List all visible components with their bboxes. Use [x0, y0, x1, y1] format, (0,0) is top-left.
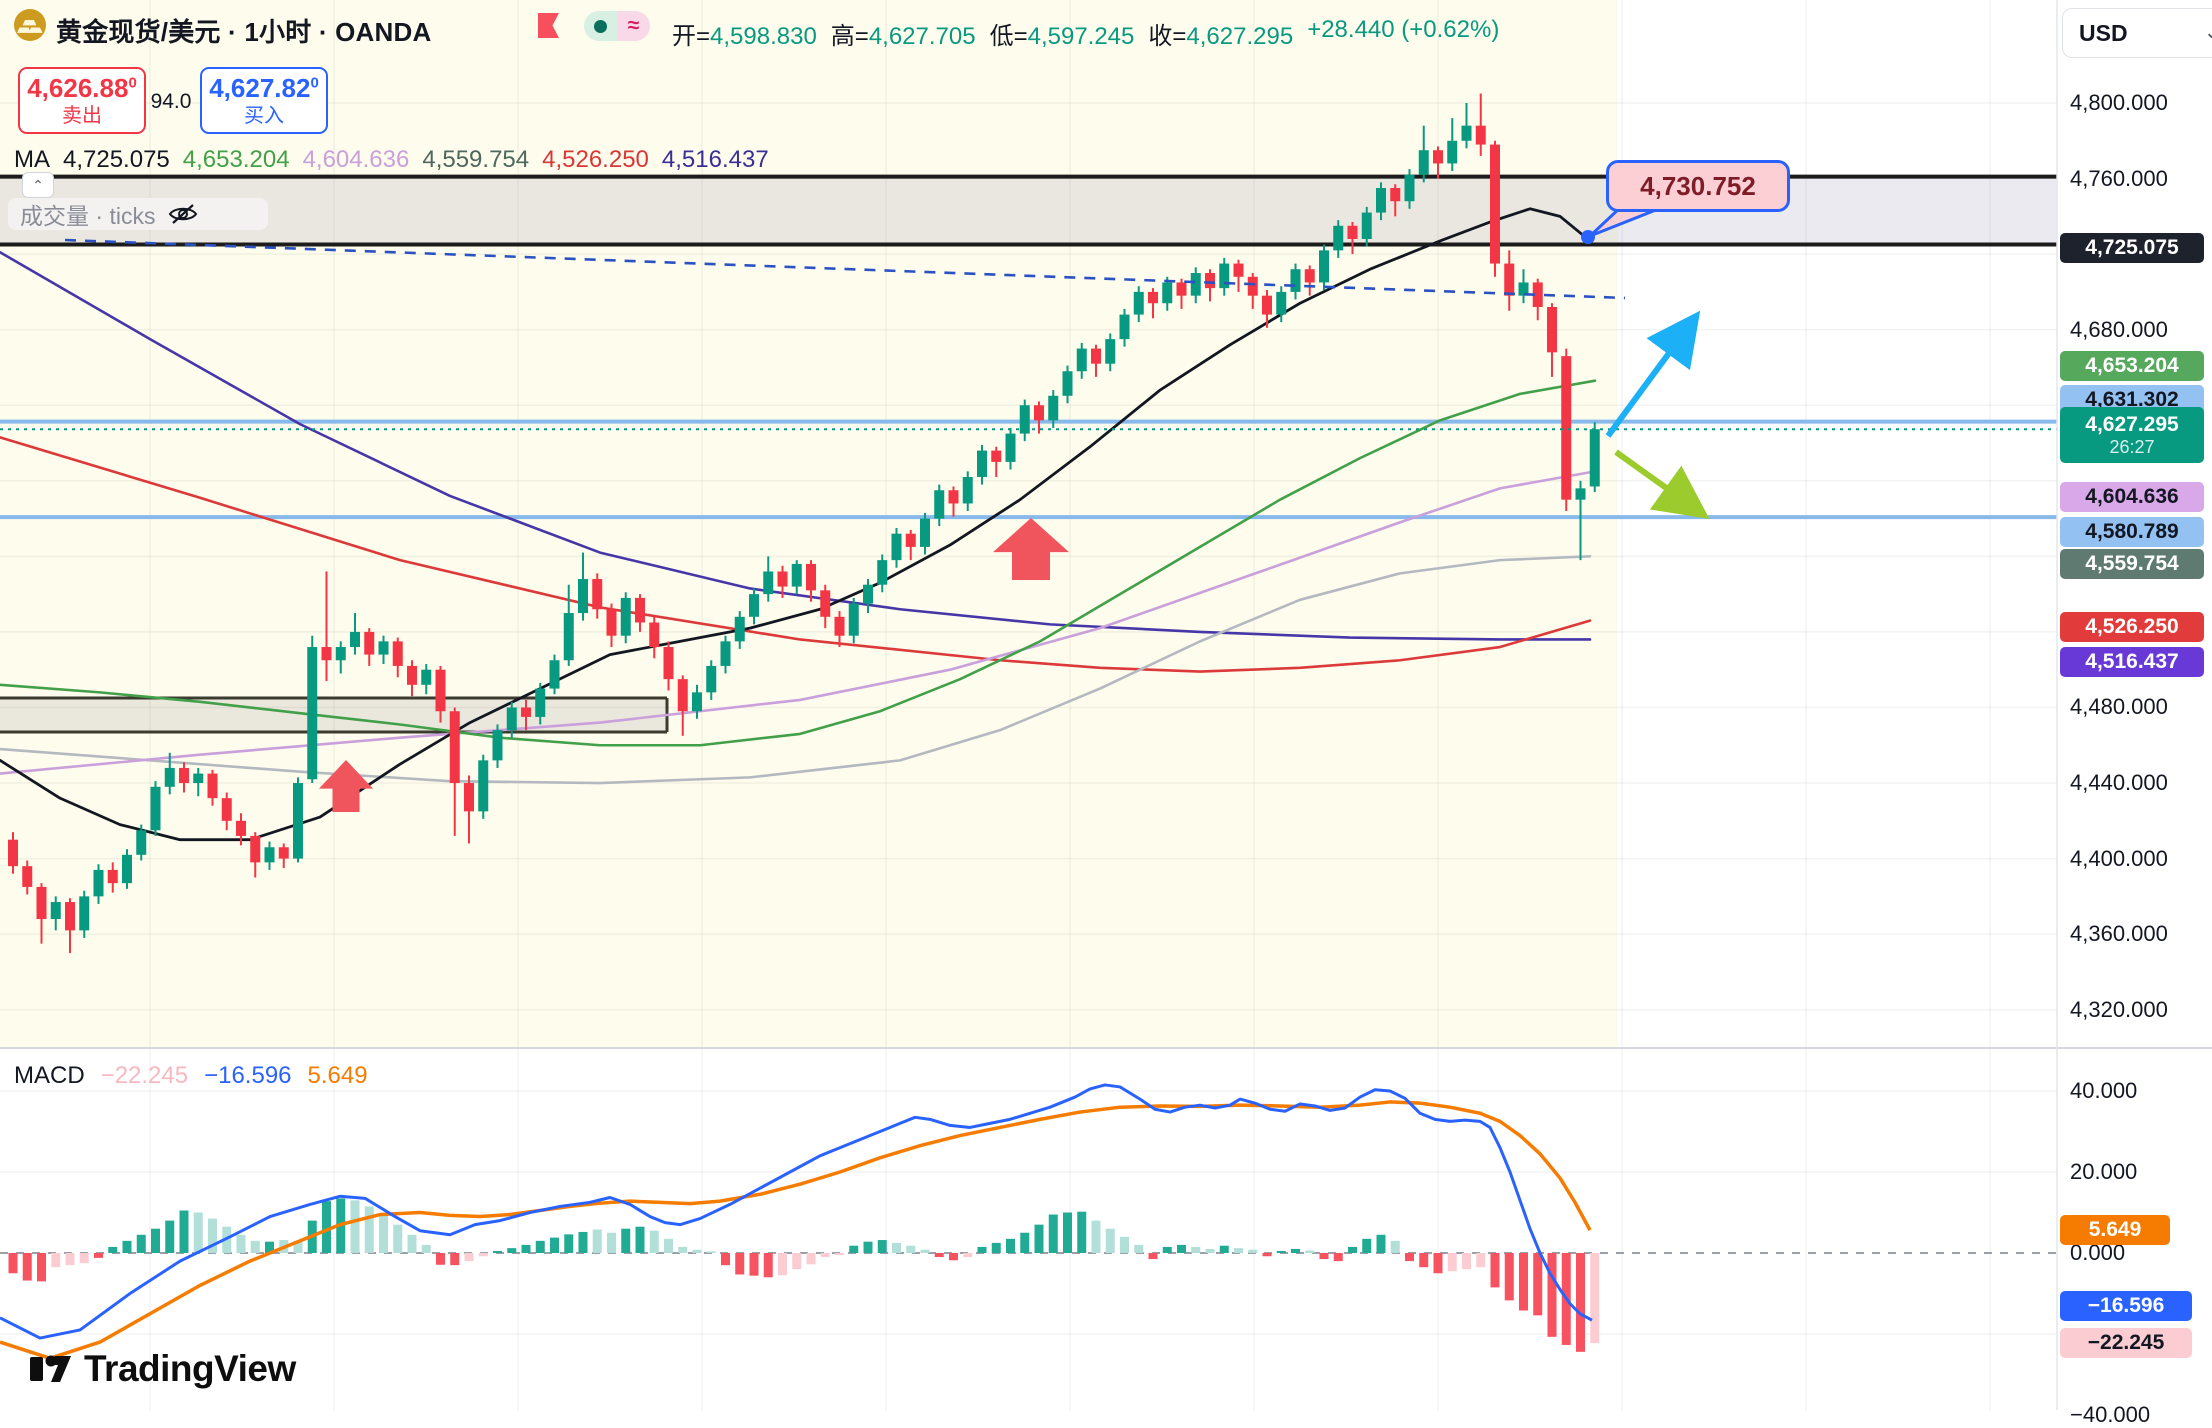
axis-tick-label: 4,800.000: [2070, 90, 2168, 115]
candles: [8, 93, 1600, 954]
volume-legend-label: 成交量 · ticks: [20, 203, 156, 229]
symbol-title[interactable]: 黄金现货/美元 · 1小时 · OANDA: [56, 17, 432, 47]
approx-status-icon: ≈: [617, 11, 650, 41]
high-value: 4,627.705: [868, 23, 976, 50]
sell-label: 卖出: [62, 105, 102, 128]
flag-icon[interactable]: [536, 11, 561, 46]
axis-tick-label: −40.000: [2070, 1402, 2151, 1427]
dot-status-icon: [584, 11, 617, 41]
high-label: 高=: [830, 23, 869, 50]
price-badge: 4,559.754: [2060, 549, 2204, 579]
ma-legend[interactable]: MA 4,725.075 4,653.204 4,604.636 4,559.7…: [14, 146, 769, 174]
bearish-projection-arrow: [1614, 449, 1710, 519]
axis-tick-label: 4,320.000: [2070, 996, 2168, 1022]
ma-value-5: 4,516.437: [661, 146, 769, 173]
axis-tick-label: 4,440.000: [2070, 770, 2168, 796]
open-value: 4,598.830: [710, 23, 817, 50]
macd-legend[interactable]: MACD −22.245 −16.596 5.649: [14, 1062, 368, 1090]
spread-value: 94.0: [150, 90, 192, 113]
trendline: [64, 238, 1626, 300]
buy-price: 4,627.82: [209, 72, 311, 103]
axis-tick-label: 4,360.000: [2070, 921, 2168, 947]
ma-4559: [0, 555, 1592, 785]
ohlc-row: 开=4,598.830 高=4,627.705 低=4,597.245 收=4,…: [672, 16, 1499, 51]
currency-label: USD: [2079, 19, 2128, 46]
ma-value-3: 4,559.754: [422, 146, 530, 173]
macd-label: MACD: [14, 1062, 85, 1089]
axis-tick-label: 20.000: [2070, 1159, 2138, 1184]
buy-button[interactable]: 4,627.820 买入: [200, 67, 328, 134]
session-highlight-background: [0, 0, 1618, 1048]
price-badge: −16.596: [2060, 1291, 2192, 1321]
low-label: 低=: [989, 23, 1028, 50]
macd-hist-value: −22.245: [100, 1062, 189, 1089]
price-badge: 5.649: [2060, 1215, 2170, 1245]
open-label: 开=: [672, 23, 711, 50]
macd-line: [0, 1083, 1593, 1340]
up-arrow-marker: [993, 518, 1069, 580]
price-badge: 4,627.295 26:27: [2060, 407, 2204, 463]
up-arrow-marker: [319, 760, 373, 812]
ma-value-1: 4,653.204: [182, 146, 290, 173]
volume-legend[interactable]: 成交量 · ticks: [8, 198, 268, 230]
price-badge: −22.245: [2060, 1328, 2192, 1358]
chevron-up-icon: ⌃: [32, 176, 44, 193]
close-label: 收=: [1148, 23, 1187, 50]
collapse-pane-button[interactable]: ⌃: [22, 172, 54, 198]
macd-signal-value: 5.649: [307, 1062, 368, 1089]
price-callout[interactable]: 4,730.752: [1606, 160, 1790, 212]
callout-value: 4,730.752: [1640, 170, 1756, 201]
ma-4725: [0, 207, 1592, 842]
macd-histogram: [8, 1198, 1600, 1352]
ma-4653: [0, 379, 1597, 747]
eye-slash-icon[interactable]: [167, 202, 199, 226]
ma-label: MA: [14, 146, 50, 173]
axis-tick-label: 4,680.000: [2070, 316, 2168, 342]
bullish-projection-arrow: [1605, 310, 1701, 438]
axis-tick-label: 4,480.000: [2070, 694, 2168, 720]
tradingview-logo-icon: [30, 1355, 71, 1382]
sell-price: 4,626.88: [27, 72, 129, 103]
change-value: +28.440 (+0.62%): [1307, 16, 1500, 43]
currency-selector[interactable]: USD ⌄: [2062, 8, 2212, 58]
sell-button[interactable]: 4,626.880 卖出: [18, 67, 146, 134]
macd-line-value: −16.596: [204, 1062, 292, 1089]
ma-4526: [0, 436, 1592, 673]
ma-value-0: 4,725.075: [63, 146, 170, 173]
sell-price-sup: 0: [128, 74, 137, 92]
tradingview-watermark[interactable]: TradingView: [28, 1348, 296, 1390]
buy-price-sup: 0: [310, 74, 319, 92]
chevron-down-icon: ⌄: [2204, 23, 2212, 42]
price-badge: 4,725.075: [2060, 233, 2204, 263]
close-value: 4,627.295: [1186, 23, 1294, 50]
ma-4604: [0, 470, 1597, 775]
axis-tick-label: 4,760.000: [2070, 165, 2168, 191]
tradingview-watermark-text: TradingView: [84, 1348, 296, 1389]
callout-anchor-dot: [1581, 230, 1595, 244]
ma-value-4: 4,526.250: [542, 146, 649, 173]
price-badge: 4,604.636: [2060, 482, 2204, 512]
gold-coin-icon: [12, 7, 48, 48]
axis-tick-label: 40.000: [2070, 1078, 2138, 1103]
price-badge: 4,526.250: [2060, 612, 2204, 642]
indicator-status-pill[interactable]: ≈: [584, 11, 650, 41]
low-value: 4,597.245: [1027, 23, 1135, 50]
zone-box: [0, 698, 667, 733]
price-badge: 4,653.204: [2060, 351, 2204, 381]
price-badge: 4,516.437: [2060, 647, 2204, 677]
ma-value-2: 4,604.636: [302, 146, 410, 173]
axis-tick-label: 4,400.000: [2070, 845, 2168, 871]
price-badge: 4,580.789: [2060, 517, 2204, 547]
signal-line: [0, 1100, 1592, 1361]
buy-label: 买入: [244, 105, 284, 128]
